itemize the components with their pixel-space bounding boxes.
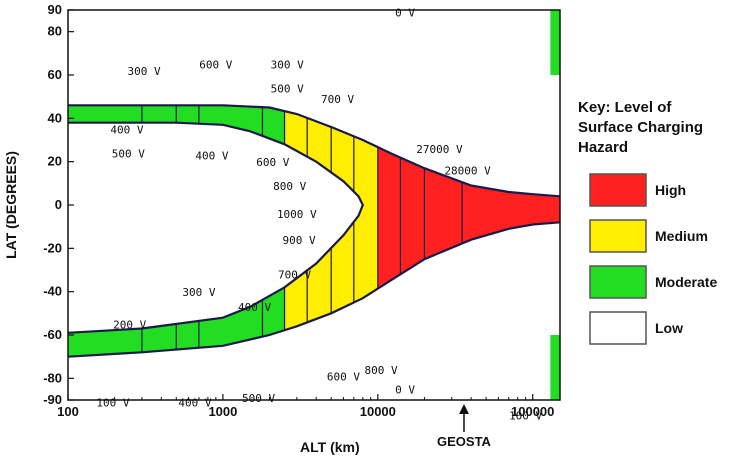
y-tick-label: -90 xyxy=(43,392,62,407)
contour-label: 28000 V xyxy=(444,165,491,178)
key-title-line: Surface Charging xyxy=(578,119,703,136)
key-swatch-medium xyxy=(589,219,647,253)
contour-label: 300 V xyxy=(128,65,161,78)
y-tick-label: -60 xyxy=(43,327,62,342)
contour-label: 0 V xyxy=(395,384,415,397)
y-tick-label: -20 xyxy=(43,240,62,255)
x-tick-label: 100 xyxy=(57,404,79,419)
key-title-line: Key: Level of xyxy=(578,99,672,116)
inner-low-region xyxy=(68,122,363,333)
x-tick-label: 1000 xyxy=(208,404,237,419)
contour-label: 600 V xyxy=(327,371,360,384)
geosta-marker: GEOSTA xyxy=(437,404,492,449)
key-swatch-high xyxy=(589,173,647,207)
contour-label: 700 V xyxy=(321,93,354,106)
edge-region-0 xyxy=(550,10,560,75)
key-swatch-low xyxy=(589,311,647,345)
contour-label: 300 V xyxy=(271,59,304,72)
contour-label: 100 V xyxy=(509,410,542,423)
contour-label: 800 V xyxy=(273,180,306,193)
key-label-medium: Medium xyxy=(655,228,708,244)
contour-label: 200 V xyxy=(113,319,146,332)
contour-label: 0 V xyxy=(395,7,415,20)
y-tick-label: 80 xyxy=(48,24,62,39)
contour-label: 400 V xyxy=(178,397,211,410)
edge-region-1 xyxy=(550,335,560,400)
contour-label: 600 V xyxy=(199,59,232,72)
zone-fill-high xyxy=(377,147,560,289)
contour-dividers xyxy=(141,105,463,353)
contour-label: 800 V xyxy=(365,364,398,377)
contour-label: 500 V xyxy=(271,82,304,95)
y-tick-label: 90 xyxy=(48,2,62,17)
zone-high xyxy=(377,147,560,289)
x-tick-label: 10000 xyxy=(360,404,396,419)
contour-label: 400 V xyxy=(110,124,143,137)
upper-outer-edge xyxy=(68,104,560,198)
geosta-arrow-head xyxy=(458,404,469,414)
key-title-line: Hazard xyxy=(578,139,628,156)
contour-label: 1000 V xyxy=(277,208,317,221)
contour-label: 300 V xyxy=(182,286,215,299)
geosta-label: GEOSTA xyxy=(437,434,492,449)
y-tick-label: 20 xyxy=(48,154,62,169)
x-axis-title: ALT (km) xyxy=(300,439,360,455)
y-tick-label: -80 xyxy=(43,370,62,385)
x-tick-label: 100000 xyxy=(511,404,554,419)
contour-label: 500 V xyxy=(112,147,145,160)
y-tick-label: 60 xyxy=(48,67,62,82)
hazard-key: Key: Level of Surface Charging Hazard High M… xyxy=(578,99,717,345)
key-label-low: Low xyxy=(655,320,683,336)
y-tick-label: 0 xyxy=(55,197,62,212)
hazard-bands xyxy=(68,10,560,400)
contour-labels: 300 V 600 V 300 V 500 V 700 V 400 V 500 V 400 V… xyxy=(96,7,542,423)
key-label-high: High xyxy=(655,182,686,198)
contour-label: 100 V xyxy=(96,397,129,410)
y-axis-title: LAT (DEGREES) xyxy=(3,151,19,259)
y-tick-label: 40 xyxy=(48,110,62,125)
contour-label: 600 V xyxy=(256,156,289,169)
contour-label: 400 V xyxy=(195,150,228,163)
axis-ticks: 100 1000 10000 100000 90 80 60 40 20 0 -20 -40 -60 -8… xyxy=(43,2,554,419)
contour-label: 700 V xyxy=(278,269,311,282)
contour-label: 900 V xyxy=(282,234,315,247)
lower-outer-edge xyxy=(68,221,560,358)
contour-label: 27000 V xyxy=(416,143,463,156)
contour-label: 500 V xyxy=(242,392,275,405)
contour-label: 400 V xyxy=(238,301,271,314)
key-label-moderate: Moderate xyxy=(655,274,717,290)
y-tick-label: -40 xyxy=(43,284,62,299)
key-swatch-moderate xyxy=(589,265,647,299)
inner-edge xyxy=(68,121,365,334)
